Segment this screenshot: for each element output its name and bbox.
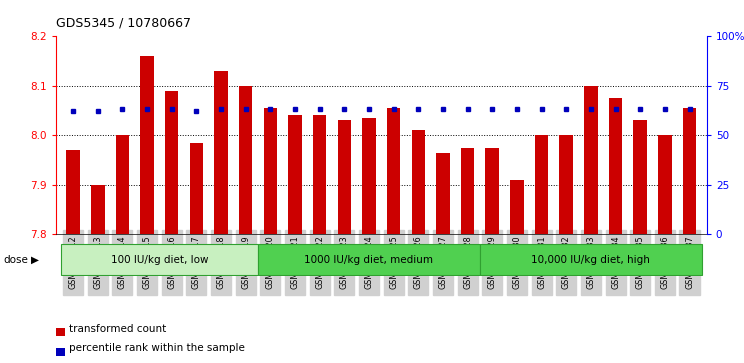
Bar xyxy=(683,108,696,234)
Bar xyxy=(387,108,400,234)
Bar xyxy=(535,135,548,234)
Bar xyxy=(436,152,449,234)
Bar xyxy=(61,244,258,275)
Text: 100 IU/kg diet, low: 100 IU/kg diet, low xyxy=(111,254,208,265)
Bar xyxy=(214,71,228,234)
Bar xyxy=(338,121,351,234)
Bar xyxy=(510,180,524,234)
Bar xyxy=(559,135,573,234)
Bar xyxy=(584,86,597,234)
Bar xyxy=(362,118,376,234)
Bar xyxy=(411,130,425,234)
Text: dose: dose xyxy=(4,254,28,265)
Text: percentile rank within the sample: percentile rank within the sample xyxy=(69,343,245,354)
Text: transformed count: transformed count xyxy=(69,323,167,334)
Text: GDS5345 / 10780667: GDS5345 / 10780667 xyxy=(56,16,190,29)
Bar xyxy=(91,185,104,234)
Bar xyxy=(480,244,702,275)
Text: 10,000 IU/kg diet, high: 10,000 IU/kg diet, high xyxy=(531,254,650,265)
Bar xyxy=(486,148,499,234)
Bar xyxy=(313,115,327,234)
Text: 1000 IU/kg diet, medium: 1000 IU/kg diet, medium xyxy=(304,254,434,265)
Bar xyxy=(461,148,475,234)
Bar xyxy=(609,98,622,234)
Bar xyxy=(165,91,179,234)
Bar xyxy=(190,143,203,234)
Bar xyxy=(115,135,129,234)
Bar xyxy=(66,150,80,234)
Bar xyxy=(288,115,302,234)
Bar xyxy=(239,86,252,234)
Bar xyxy=(658,135,672,234)
Text: ▶: ▶ xyxy=(31,254,39,265)
Bar xyxy=(141,56,154,234)
Bar xyxy=(258,244,480,275)
Bar xyxy=(263,108,277,234)
Bar xyxy=(633,121,647,234)
